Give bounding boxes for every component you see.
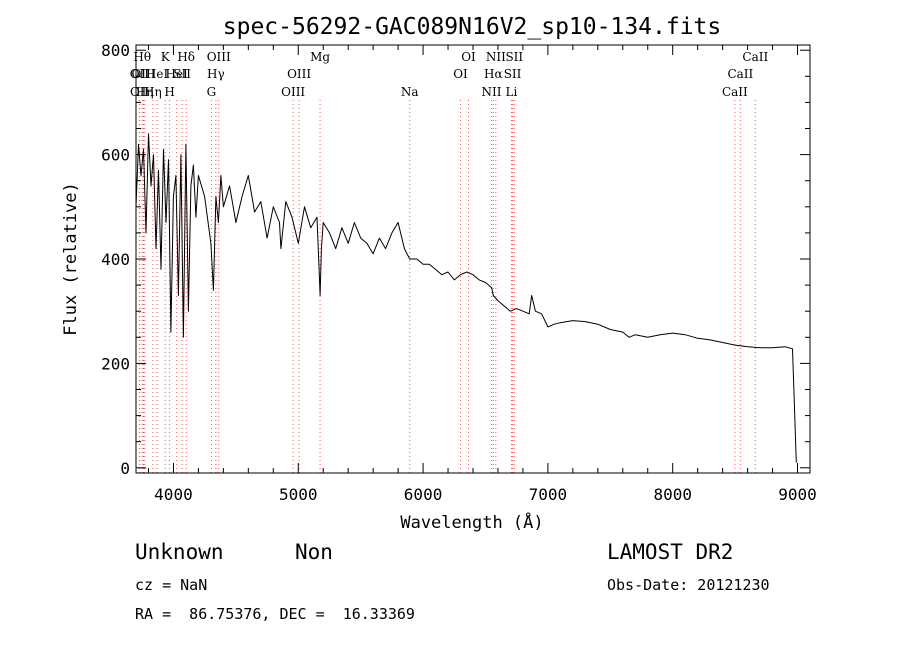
chart-title: spec-56292-GAC089N16V2_sp10-134.fits — [223, 14, 722, 40]
observation-date: Obs-Date: 20121230 — [607, 576, 770, 594]
line-marker-label: SII — [504, 67, 522, 81]
line-marker-label: OI — [461, 50, 476, 64]
line-marker-label: Hη — [144, 85, 162, 99]
y-tick-label: 0 — [120, 459, 130, 478]
data-release: LAMOST DR2 — [607, 540, 734, 564]
line-marker-label: SII — [505, 50, 523, 64]
x-axis-label: Wavelength (Å) — [400, 511, 543, 533]
line-marker-label: OIII — [287, 67, 311, 81]
line-marker-label: Hδ — [177, 50, 195, 64]
redshift-cz: cz = NaN — [135, 576, 208, 594]
line-marker-label: Hα — [484, 67, 503, 81]
line-marker-label: Hη — [136, 85, 154, 99]
line-marker-label: OII — [130, 67, 150, 81]
line-marker-label: OIII — [281, 85, 305, 99]
line-marker-label: CaII — [742, 50, 768, 64]
y-tick-label: 800 — [101, 41, 130, 60]
line-marker-label: OIII — [207, 50, 231, 64]
line-markers: OIIOIIHθOIIIHηHηHeIKHHeISIIHδGHγOIIIOIII… — [130, 50, 768, 473]
x-tick-label: 9000 — [778, 485, 817, 504]
line-marker-label: HeI — [166, 67, 189, 81]
spectrum-line — [135, 133, 797, 463]
line-marker-label: SII — [173, 67, 191, 81]
line-marker-label: Li — [506, 85, 518, 99]
x-tick-label: 6000 — [404, 485, 443, 504]
line-marker-label: CaII — [727, 67, 753, 81]
y-axis-label: Flux (relative) — [61, 182, 81, 336]
spectral-class: Unknown — [135, 540, 224, 564]
line-marker-label: CaII — [722, 85, 748, 99]
coordinates: RA = 86.75376, DEC = 16.33369 — [135, 605, 415, 623]
y-tick-label: 200 — [101, 354, 130, 373]
line-marker-label: OIII — [131, 67, 155, 81]
line-marker-label: OI — [453, 67, 468, 81]
line-marker-label: Na — [401, 85, 419, 99]
plot-frame — [135, 44, 811, 474]
line-marker-label: Hγ — [207, 67, 225, 81]
x-tick-label: 7000 — [529, 485, 568, 504]
line-marker-label: NII — [481, 85, 501, 99]
line-marker-label: Hθ — [133, 50, 151, 64]
axis-ticks: 4000 5000 6000 7000 8000 9000 0 200 400 600 800 — [101, 41, 817, 504]
x-tick-label: 8000 — [653, 485, 692, 504]
x-tick-label: 5000 — [279, 485, 318, 504]
line-marker-label: K — [161, 50, 171, 64]
line-marker-label: G — [207, 85, 217, 99]
line-marker-label: OII — [130, 85, 150, 99]
x-tick-label: 4000 — [154, 485, 193, 504]
y-tick-label: 400 — [101, 250, 130, 269]
spectrum-series — [135, 133, 797, 463]
line-marker-label: NII — [486, 50, 506, 64]
line-marker-label: H — [164, 85, 174, 99]
line-marker-label: HeI — [146, 67, 169, 81]
line-marker-label: Mg — [310, 50, 330, 64]
spectral-subclass: Non — [295, 540, 333, 564]
y-tick-label: 600 — [101, 146, 130, 165]
